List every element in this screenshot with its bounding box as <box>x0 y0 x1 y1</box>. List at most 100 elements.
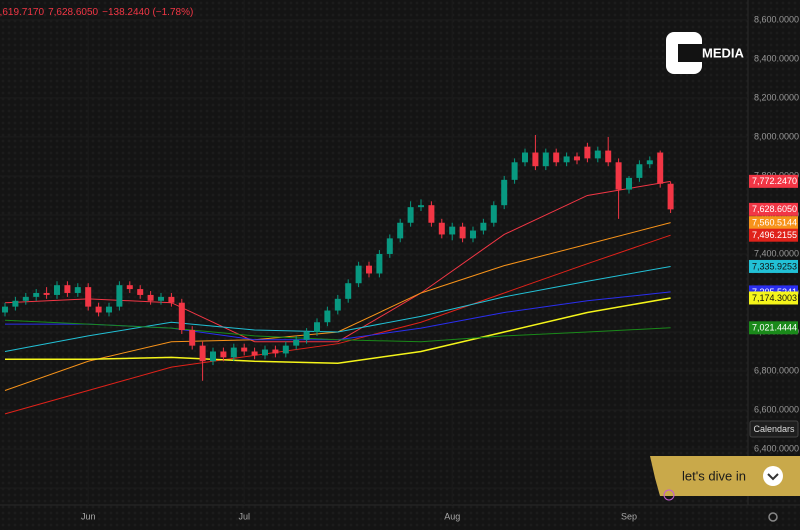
candle-body <box>501 179 508 206</box>
candle-body <box>459 226 466 239</box>
candle-body <box>386 238 393 254</box>
candle-body <box>74 287 81 293</box>
banner-icon[interactable] <box>763 466 783 486</box>
calendars-bg[interactable] <box>749 420 799 438</box>
candle-body <box>449 226 456 235</box>
candle-body <box>43 292 50 295</box>
logo: MEDIA <box>666 32 745 74</box>
x-tick-label: Aug <box>444 511 460 521</box>
candle-body <box>563 156 570 163</box>
moving-average <box>4 234 671 415</box>
candle-body <box>657 152 664 184</box>
price-tag-label: 7,335.9253 <box>752 261 797 271</box>
price-tag <box>749 291 798 305</box>
price-tag <box>749 321 798 335</box>
price-tag-label: 7,628.6050 <box>752 204 797 214</box>
moving-average <box>4 265 671 352</box>
settings-icon[interactable] <box>768 512 778 522</box>
candle-body <box>376 253 383 274</box>
candle-body <box>251 351 258 356</box>
candle-body <box>262 349 268 356</box>
candle-body <box>584 146 591 159</box>
y-tick-label: 6,400.0000 <box>754 443 799 453</box>
candle-body <box>470 230 476 239</box>
banner-chevron <box>767 473 779 481</box>
candle-body <box>126 285 133 290</box>
candle-body <box>210 351 216 362</box>
logo-cut <box>678 44 702 62</box>
candle-body <box>95 306 102 313</box>
candle-body <box>106 306 112 313</box>
candle-body <box>168 296 175 303</box>
y-tick-label: 8,400.0000 <box>754 53 799 63</box>
candle-body <box>272 349 279 354</box>
moving-average <box>5 297 671 364</box>
banner-dot <box>663 489 675 501</box>
candle-body <box>532 152 539 167</box>
price-tag-label: 7,560.5144 <box>752 218 797 228</box>
candle-body <box>397 222 404 239</box>
candle-body <box>407 207 414 223</box>
candle-body <box>334 298 341 311</box>
banner-text[interactable]: let's dive in <box>682 468 746 483</box>
candle-body <box>189 330 196 346</box>
y-tick-label: 8,200.0000 <box>754 92 799 102</box>
candle-body <box>615 162 622 190</box>
price-tag-label: 7,021.4444 <box>752 323 797 333</box>
candle-body <box>22 296 29 301</box>
grid <box>0 0 748 505</box>
candle-body <box>293 339 300 346</box>
price-tag-label: 7,772.2470 <box>752 176 797 186</box>
candle-body <box>428 205 435 223</box>
price-tag <box>749 228 798 242</box>
candle-body <box>12 300 19 307</box>
candle-body <box>314 322 320 332</box>
candle-body <box>64 285 71 293</box>
candle-body <box>199 345 206 362</box>
x-tick-label: Jul <box>238 511 250 521</box>
x-tick-label: Jun <box>81 511 96 521</box>
candle-body <box>594 150 601 159</box>
header-values: 7,619.7170 7,628.6050 −138.2440 (−1.78%) <box>0 7 193 18</box>
candle-body <box>490 205 497 223</box>
candle-body <box>542 152 549 167</box>
candle-body <box>646 160 653 165</box>
y-tick-label: 8,600.0000 <box>754 14 799 24</box>
candle-body <box>230 347 237 358</box>
candle-body <box>85 287 92 307</box>
marks <box>2 134 674 415</box>
candle-body <box>574 156 580 161</box>
price-tag <box>749 259 798 273</box>
candle-body <box>324 310 331 323</box>
calendars-button[interactable]: Calendars <box>749 420 799 438</box>
candle-body <box>282 345 289 354</box>
header-value: −138.2440 (−1.78%) <box>102 7 193 18</box>
candle-body <box>137 289 144 295</box>
candle-body <box>355 265 362 284</box>
price-tag-label: 7,496.2155 <box>752 230 797 240</box>
y-tick-label: 8,000.0000 <box>754 131 799 141</box>
candle-body <box>605 150 612 163</box>
candle-body <box>366 265 372 274</box>
moving-average <box>4 319 671 343</box>
banner-bg[interactable] <box>650 456 800 496</box>
calendars-label[interactable]: Calendars <box>753 424 795 434</box>
labels: 8,600.0000 8,400.0000 8,200.0000 8,000.0000… <box>81 14 799 521</box>
candle-body <box>116 285 123 307</box>
candle-body <box>178 302 185 331</box>
candle-body <box>667 183 674 210</box>
candle-body <box>220 351 227 358</box>
candle-body <box>303 331 310 340</box>
candle-body <box>2 306 8 313</box>
banner[interactable]: let's dive in <box>650 456 800 501</box>
candle-body <box>54 285 60 295</box>
y-tick-label: 7,400.0000 <box>754 248 799 258</box>
candle-body <box>480 222 487 231</box>
candle-body <box>438 222 445 235</box>
candle-body <box>511 162 518 180</box>
price-tag <box>749 202 798 216</box>
candle-body <box>626 177 632 190</box>
candle-body <box>553 152 560 163</box>
